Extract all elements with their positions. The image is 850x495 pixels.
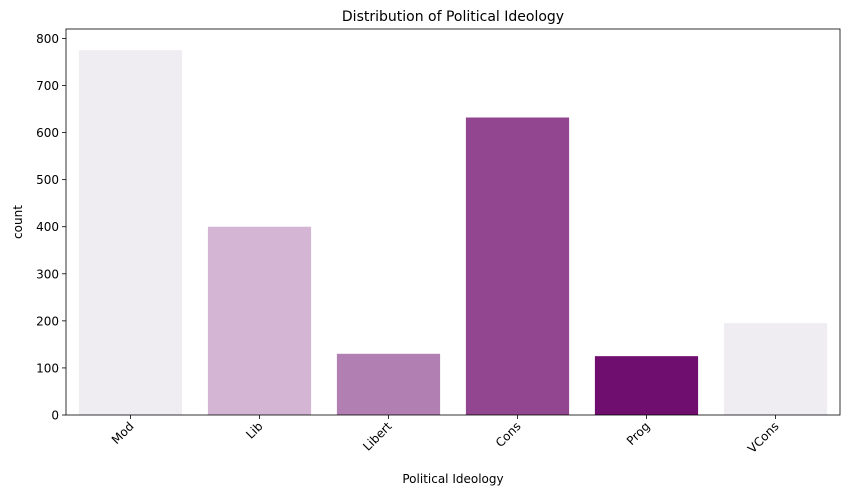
y-tick-label: 0 (51, 409, 59, 423)
bars-group (78, 50, 828, 416)
y-tick-label: 800 (36, 32, 59, 46)
plot-frame (65, 28, 841, 416)
y-tick-label: 100 (36, 361, 59, 375)
x-axis-label: Political Ideology (402, 472, 503, 486)
x-tick-label: VCons (745, 419, 782, 456)
x-tick-label: Lib (243, 419, 265, 441)
y-tick-label: 300 (36, 267, 59, 281)
bar-mod (78, 50, 183, 416)
x-tick-label: Libert (360, 419, 395, 454)
bar-libert (336, 353, 441, 415)
y-axis-label: count (11, 205, 25, 239)
x-tick-label: Prog (624, 419, 653, 448)
y-tick-label: 600 (36, 126, 59, 140)
x-tick-label: Cons (493, 419, 524, 450)
y-tick-label: 200 (36, 314, 59, 328)
y-tick-label: 700 (36, 79, 59, 93)
y-axis: 0 100 200 300 400 500 600 700 800 (36, 32, 66, 423)
bar-cons (465, 117, 570, 415)
chart-title: Distribution of Political Ideology (342, 9, 564, 25)
x-tick-label: Mod (109, 419, 137, 447)
bar-vcons (723, 323, 828, 415)
x-axis: Mod Lib Libert Cons Prog VCons (109, 415, 782, 456)
y-tick-label: 500 (36, 173, 59, 187)
bar-prog (594, 356, 699, 415)
bar-lib (207, 226, 312, 415)
y-tick-label: 400 (36, 220, 59, 234)
